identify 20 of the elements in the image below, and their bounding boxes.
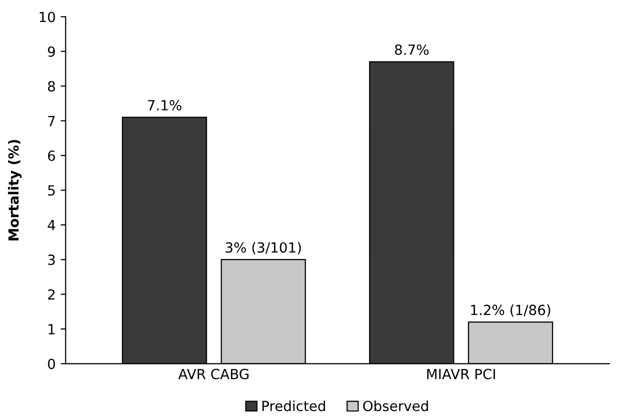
data-label: 1.2% (1/86) <box>471 304 550 317</box>
data-label: 3% (3/101) <box>226 242 301 254</box>
y-axis-title: Mortality (%) <box>8 140 22 240</box>
legend-label: Predicted <box>262 400 326 412</box>
y-tick-label: 3 <box>48 254 55 266</box>
y-tick-label: 5 <box>48 185 55 196</box>
y-tick-label: 4 <box>48 220 56 230</box>
y-tick-label: 0 <box>48 358 55 370</box>
y-tick-label: 10 <box>40 12 55 22</box>
y-tick-label: 1 <box>48 324 55 334</box>
x-tick-label: MIAVR PCI <box>427 368 495 380</box>
y-tick-label: 2 <box>48 289 55 300</box>
y-tick-label: 7 <box>48 116 55 126</box>
x-tick-label: AVR CABG <box>178 368 248 380</box>
y-tick-label: 6 <box>48 150 56 161</box>
data-label: 8.7% <box>394 44 429 55</box>
y-tick-label: 9 <box>48 46 55 57</box>
legend-label: Observed <box>363 400 428 412</box>
data-label: 7.1% <box>148 100 182 110</box>
y-tick-label: 8 <box>48 81 55 92</box>
